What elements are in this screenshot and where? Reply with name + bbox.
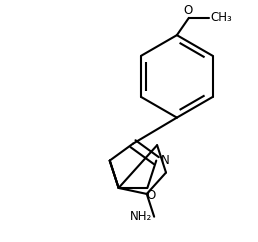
Text: O: O xyxy=(146,189,155,202)
Text: O: O xyxy=(183,4,193,17)
Text: CH₃: CH₃ xyxy=(210,11,232,24)
Text: N: N xyxy=(160,154,169,167)
Text: NH₂: NH₂ xyxy=(130,210,152,223)
